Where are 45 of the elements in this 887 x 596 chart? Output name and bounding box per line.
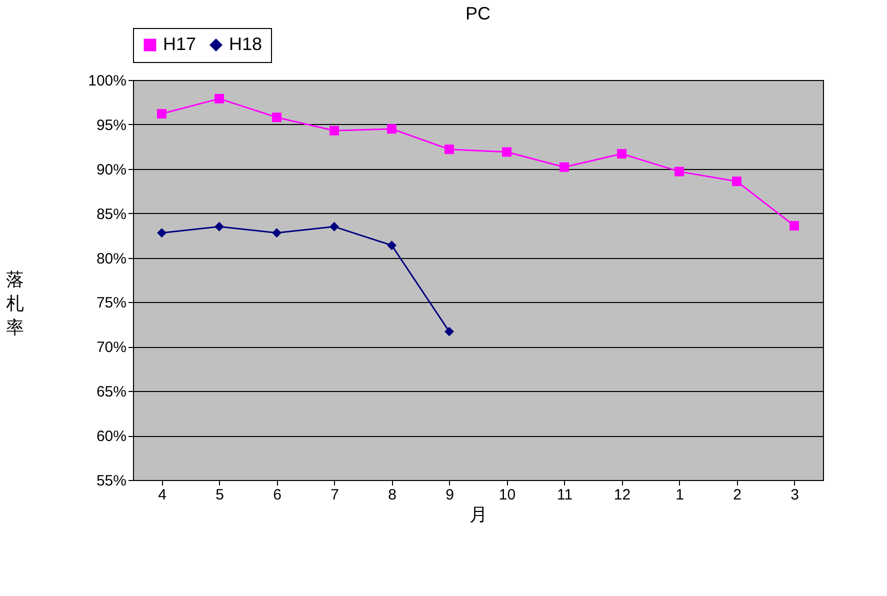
point	[214, 222, 224, 232]
x-tick-label: 4	[158, 486, 166, 504]
point	[387, 124, 396, 134]
x-axis-title: 月	[470, 504, 488, 524]
point	[560, 162, 569, 172]
point	[617, 149, 626, 159]
x-tick-label: 11	[556, 486, 573, 504]
point	[387, 240, 396, 250]
x-tick-label: 1	[676, 486, 684, 504]
y-axis-title: 落札率	[6, 270, 24, 338]
x-tick-label: 8	[388, 486, 396, 504]
x-tick-label: 7	[330, 486, 339, 504]
point	[330, 126, 339, 136]
x-tick-label: 5	[216, 486, 224, 504]
y-tick-label: 60%	[96, 428, 126, 446]
y-tick-label: 70%	[96, 339, 126, 356]
y-tick-label: 90%	[96, 161, 126, 178]
point	[157, 228, 166, 238]
x-tick-label: 9	[446, 486, 454, 504]
point	[157, 109, 166, 119]
y-tick-label: 100%	[88, 72, 126, 90]
point	[502, 147, 512, 157]
point	[330, 222, 339, 232]
legend-label: H18	[229, 34, 262, 54]
y-tick-label: 65%	[96, 384, 126, 401]
x-tick-label: 12	[614, 486, 631, 504]
point	[444, 144, 454, 154]
point	[214, 94, 224, 104]
point	[732, 176, 742, 186]
x-tick-label: 10	[498, 486, 516, 504]
y-tick-label: 75%	[96, 294, 126, 312]
y-tick-label: 85%	[96, 206, 126, 223]
y-tick-label: 55%	[96, 472, 126, 490]
x-tick-label: 3	[790, 486, 799, 504]
point	[674, 166, 684, 176]
chart-title: PC	[465, 4, 491, 24]
point	[790, 221, 799, 231]
point	[272, 112, 282, 122]
legend-label: H17	[163, 34, 196, 54]
y-tick-label: 80%	[96, 250, 126, 268]
point	[444, 326, 454, 336]
x-tick-label: 6	[273, 486, 282, 504]
point	[272, 228, 282, 238]
y-tick-label: 95%	[96, 116, 126, 134]
x-tick-label: 2	[733, 486, 742, 504]
